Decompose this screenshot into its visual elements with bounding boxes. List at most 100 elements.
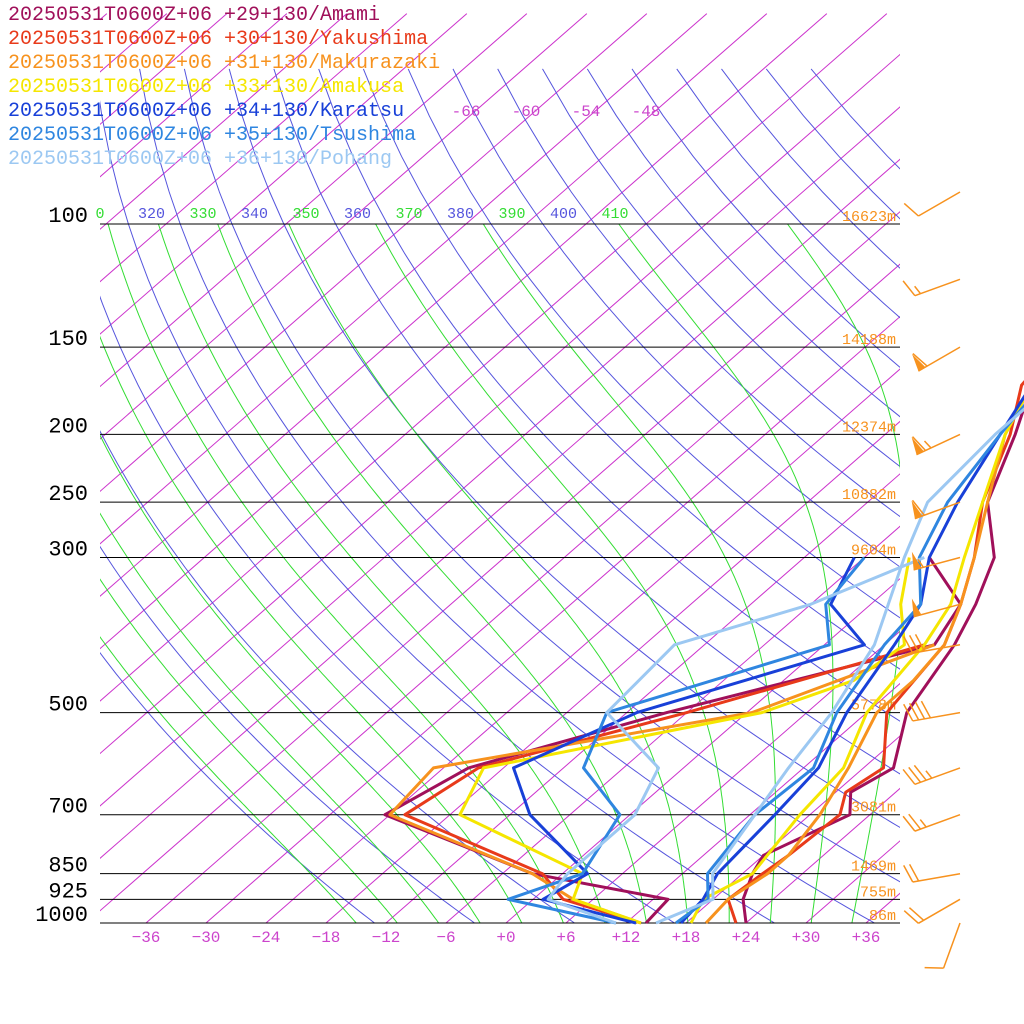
- temperature-profile: [689, 396, 1024, 924]
- dewpoint-profile: [546, 556, 925, 925]
- temperature-tick-label: +24: [732, 929, 761, 947]
- height-label: 10882m: [842, 487, 896, 504]
- pressure-label: 925: [48, 879, 88, 904]
- isotherm-line: [100, 13, 768, 597]
- wind-barb: [911, 499, 961, 520]
- theta-label: 380: [447, 206, 474, 223]
- legend-item: 20250531T0600Z+06 +35+130/Tsushima: [8, 124, 417, 147]
- isotherm-line: [100, 13, 648, 493]
- theta-label: 350: [292, 206, 319, 223]
- isotherm-line: [325, 420, 900, 923]
- wind-barb: [903, 700, 961, 722]
- dry-adiabat: [452, 68, 900, 568]
- dry-adiabat: [100, 545, 476, 923]
- isotherm-line: [445, 525, 900, 923]
- dewpoint-profile: [383, 556, 963, 925]
- wind-barb: [912, 346, 961, 372]
- upper-temperature-label: -60: [512, 103, 541, 121]
- theta-label: 360: [344, 206, 371, 223]
- profiles: [383, 380, 1024, 925]
- wind-barb: [903, 898, 961, 924]
- isotherm-line: [100, 158, 900, 860]
- theta-label: 340: [241, 206, 268, 223]
- temperature-tick-label: −36: [132, 929, 161, 947]
- dry-adiabat: [497, 68, 900, 518]
- moist-adiabat: [107, 223, 564, 923]
- temperature-tick-label: +18: [672, 929, 701, 947]
- theta-label: 370: [395, 206, 422, 223]
- pressure-label: 200: [48, 414, 88, 439]
- upper-temperature-label: -54: [572, 103, 601, 121]
- temperature-profile: [675, 403, 1024, 925]
- dewpoint-profile: [403, 643, 925, 925]
- isotherm-line: [100, 13, 708, 545]
- isotherm-line: [100, 13, 888, 702]
- temperature-tick-label: −18: [312, 929, 341, 947]
- dewpoint-profile: [506, 556, 866, 925]
- theta-label: 330: [189, 206, 216, 223]
- theta-label: 390: [498, 206, 525, 223]
- legend-item: 20250531T0600Z+06 +31+130/Makurazaki: [8, 52, 441, 75]
- isotherm-line: [100, 13, 468, 335]
- wind-barb: [903, 191, 961, 217]
- height-label: 1469m: [851, 859, 896, 876]
- moist-adiabat: [618, 223, 834, 923]
- moist-adiabat: [100, 434, 481, 923]
- moist-adiabat: [375, 223, 730, 923]
- isotherm-line: [100, 106, 900, 807]
- background-lines: [100, 13, 1024, 923]
- isotherm-line: [986, 14, 1024, 923]
- temperature-profile: [741, 403, 1024, 924]
- temperature-axis: −36 −30 −24 −18 −12 −6 +0 +6 +12 +18 +24 +30 +36 -66 -…: [132, 103, 881, 947]
- height-label: 9604m: [851, 543, 896, 560]
- isotherm-line: [625, 682, 900, 923]
- legend-item: 20250531T0600Z+06 +30+130/Yakushima: [8, 28, 429, 51]
- upper-temperature-label: -48: [632, 103, 661, 121]
- height-label: 86m: [869, 908, 896, 925]
- dry-adiabat: [100, 295, 676, 923]
- pressure-label: 150: [48, 327, 88, 352]
- temperature-tick-label: +0: [496, 929, 515, 947]
- dry-adiabat: [631, 68, 900, 368]
- isotherm-line: [100, 13, 288, 178]
- isotherm-line: [100, 13, 348, 230]
- wind-barb: [911, 551, 961, 571]
- theta-label: 400: [550, 206, 577, 223]
- height-label: 3081m: [851, 800, 896, 817]
- dry-adiabat: [100, 430, 576, 923]
- wind-barb: [903, 863, 961, 883]
- temperature-tick-label: −30: [192, 929, 221, 947]
- moist-adiabat: [288, 223, 689, 923]
- wind-barb: [902, 764, 961, 786]
- isotherm-line: [265, 368, 900, 923]
- temperature-tick-label: +30: [792, 929, 821, 947]
- legend-item: 20250531T0600Z+06 +36+130/Pohang: [8, 148, 393, 171]
- dry-adiabat: [183, 68, 900, 883]
- pressure-label: 500: [48, 693, 88, 718]
- temperature-tick-label: +36: [852, 929, 881, 947]
- moist-adiabat: [482, 223, 776, 923]
- isotherm-line: [100, 13, 828, 650]
- dry-adiabat: [100, 651, 376, 923]
- isotherm-line: [100, 53, 900, 755]
- legend-item: 20250531T0600Z+06 +34+130/Karatsu: [8, 100, 405, 123]
- height-label: 755m: [860, 884, 896, 901]
- moist-adiabat: [100, 512, 440, 923]
- dry-adiabat: [318, 68, 900, 722]
- theta-labels: 0 320 330 340 350 360 370 380 390 400 410: [95, 206, 628, 223]
- pressure-label: 300: [48, 538, 88, 563]
- wind-barb: [924, 922, 961, 969]
- wind-barb: [902, 813, 961, 832]
- isotherm-line: [565, 630, 900, 923]
- legend-item: 20250531T0600Z+06 +29+130/Amami: [8, 4, 381, 27]
- upper-temperature-label: -66: [452, 103, 481, 121]
- pressure-label: 100: [48, 204, 88, 229]
- moist-adiabat: [100, 578, 398, 923]
- temperature-profile: [704, 396, 1024, 925]
- dry-adiabat: [100, 100, 776, 923]
- temperature-tick-label: −6: [436, 929, 455, 947]
- dry-adiabat: [362, 68, 900, 670]
- isotherm-line: [100, 13, 588, 440]
- pressure-label: 850: [48, 854, 88, 879]
